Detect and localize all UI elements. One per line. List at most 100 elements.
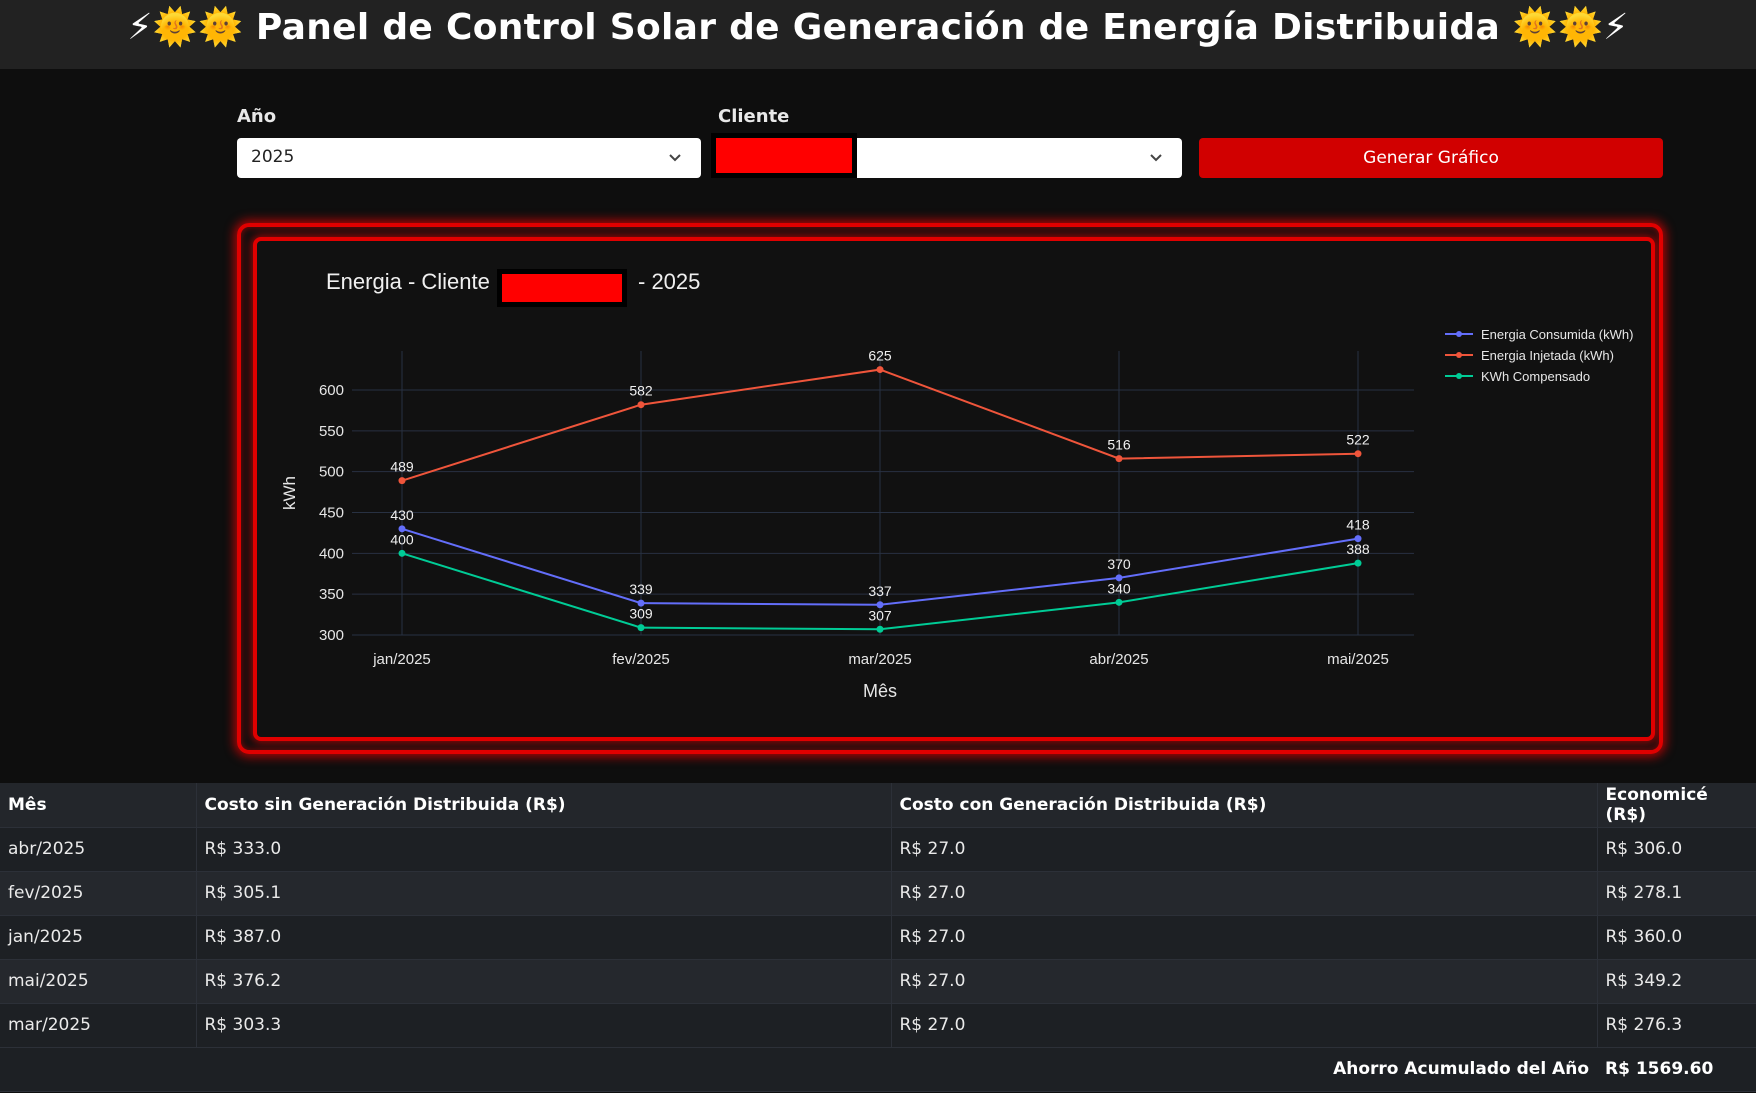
data-point xyxy=(1354,559,1362,567)
x-tick-label: mai/2025 xyxy=(1327,651,1389,668)
column-header-month: Mês xyxy=(0,783,197,828)
y-tick-label: 450 xyxy=(319,505,344,522)
chart-outer-frame xyxy=(237,223,1663,754)
cell-cost-with: R$ 27.0 xyxy=(891,959,1598,1004)
y-tick-label: 300 xyxy=(319,627,344,644)
table-row: mai/2025 R$ 376.2 R$ 27.0 R$ 349.2 xyxy=(0,959,1756,1004)
data-point xyxy=(1115,455,1123,463)
cell-cost-with: R$ 27.0 xyxy=(891,915,1598,960)
data-point xyxy=(637,599,645,607)
data-point xyxy=(1115,598,1123,606)
year-select[interactable]: 2025 xyxy=(237,138,701,178)
y-tick-label: 550 xyxy=(319,423,344,440)
table-row: mar/2025 R$ 303.3 R$ 27.0 R$ 276.3 xyxy=(0,1003,1756,1048)
total-label: Ahorro Acumulado del Año xyxy=(0,1047,1597,1092)
cell-savings: R$ 306.0 xyxy=(1597,827,1756,872)
legend-entry: Energia Consumida (kWh) xyxy=(1481,327,1633,342)
x-tick-label: abr/2025 xyxy=(1089,651,1148,668)
chart-title: Energia - Cliente xyxy=(326,269,490,294)
column-header-cost-without: Costo sin Generación Distribuida (R$) xyxy=(196,783,892,828)
cell-month: fev/2025 xyxy=(0,871,197,916)
year-select-value: 2025 xyxy=(251,147,295,167)
data-point xyxy=(637,624,645,632)
year-label: Año xyxy=(237,106,277,127)
data-label: 516 xyxy=(1107,437,1131,453)
data-point xyxy=(1115,574,1123,582)
x-tick-label: mar/2025 xyxy=(848,651,911,668)
table-row: jan/2025 R$ 387.0 R$ 27.0 R$ 360.0 xyxy=(0,915,1756,960)
cell-cost-with: R$ 27.0 xyxy=(891,827,1598,872)
page-title: ⚡🌞🌞 Panel de Control Solar de Generación… xyxy=(127,7,1629,48)
chevron-down-icon xyxy=(669,154,681,162)
cell-cost-with: R$ 27.0 xyxy=(891,871,1598,916)
cell-savings: R$ 278.1 xyxy=(1597,871,1756,916)
total-row: Ahorro Acumulado del Año R$ 1569.60 xyxy=(0,1047,1756,1092)
cell-savings: R$ 276.3 xyxy=(1597,1003,1756,1048)
data-point xyxy=(398,477,406,485)
cell-savings: R$ 349.2 xyxy=(1597,959,1756,1004)
redacted-client-name xyxy=(711,133,857,178)
cell-cost-without: R$ 387.0 xyxy=(196,915,892,960)
cell-savings: R$ 360.0 xyxy=(1597,915,1756,960)
column-header-savings: Economicé (R$) xyxy=(1597,783,1756,828)
chart-container: Energia - Cliente - 2025 300 350 400 450 500 55… xyxy=(253,237,1655,741)
table-row: fev/2025 R$ 305.1 R$ 27.0 R$ 278.1 xyxy=(0,871,1756,916)
client-label: Cliente xyxy=(718,106,790,127)
data-point xyxy=(637,401,645,409)
cell-cost-without: R$ 305.1 xyxy=(196,871,892,916)
energy-line-chart: Energia - Cliente - 2025 300 350 400 450 500 55… xyxy=(280,269,1633,701)
costs-table: Mês Costo sin Generación Distribuida (R$… xyxy=(0,783,1756,1092)
data-point xyxy=(398,549,406,557)
cell-cost-with: R$ 27.0 xyxy=(891,1003,1598,1048)
y-tick-label: 350 xyxy=(319,586,344,603)
data-point xyxy=(1354,535,1362,543)
cell-cost-without: R$ 333.0 xyxy=(196,827,892,872)
data-label: 340 xyxy=(1107,580,1131,596)
y-tick-label: 500 xyxy=(319,464,344,481)
legend-entry: KWh Compensado xyxy=(1481,369,1590,384)
cell-month: jan/2025 xyxy=(0,915,197,960)
x-tick-label: fev/2025 xyxy=(612,651,670,668)
table-row: abr/2025 R$ 333.0 R$ 27.0 R$ 306.0 xyxy=(0,827,1756,872)
data-label: 370 xyxy=(1107,556,1131,572)
table-header-row: Mês Costo sin Generación Distribuida (R$… xyxy=(0,783,1756,828)
chart-title-suffix: - 2025 xyxy=(638,269,700,294)
column-header-cost-with: Costo con Generación Distribuida (R$) xyxy=(891,783,1598,828)
data-point xyxy=(398,525,406,533)
redacted-chart-client-name xyxy=(497,269,627,307)
y-tick-label: 600 xyxy=(319,382,344,399)
data-label: 400 xyxy=(390,531,414,547)
total-value: R$ 1569.60 xyxy=(1597,1047,1756,1092)
data-label: 388 xyxy=(1346,541,1370,557)
data-label: 522 xyxy=(1346,432,1370,448)
data-point xyxy=(1354,450,1362,458)
data-point xyxy=(876,601,884,609)
generate-chart-button[interactable]: Generar Gráfico xyxy=(1199,138,1663,178)
data-label: 625 xyxy=(868,348,892,364)
data-point xyxy=(876,625,884,633)
data-label: 337 xyxy=(868,583,892,599)
legend-marker xyxy=(1456,373,1462,379)
data-label: 339 xyxy=(629,581,653,597)
legend-entry: Energia Injetada (kWh) xyxy=(1481,348,1614,363)
data-label: 307 xyxy=(868,607,892,623)
data-label: 582 xyxy=(629,383,653,399)
y-axis-title: kWh xyxy=(280,476,299,510)
data-label: 430 xyxy=(390,507,414,523)
cell-month: abr/2025 xyxy=(0,827,197,872)
top-header-bar xyxy=(0,0,1756,69)
cell-cost-without: R$ 303.3 xyxy=(196,1003,892,1048)
x-tick-label: jan/2025 xyxy=(372,651,431,668)
data-label: 489 xyxy=(390,459,414,475)
cell-month: mai/2025 xyxy=(0,959,197,1004)
legend-marker xyxy=(1456,352,1462,358)
y-tick-label: 400 xyxy=(319,545,344,562)
legend-marker xyxy=(1456,331,1462,337)
x-axis-title: Mês xyxy=(863,681,897,701)
data-point xyxy=(876,366,884,374)
data-label: 309 xyxy=(629,606,653,622)
chevron-down-icon xyxy=(1150,154,1162,162)
data-label: 418 xyxy=(1346,517,1370,533)
cell-month: mar/2025 xyxy=(0,1003,197,1048)
cell-cost-without: R$ 376.2 xyxy=(196,959,892,1004)
